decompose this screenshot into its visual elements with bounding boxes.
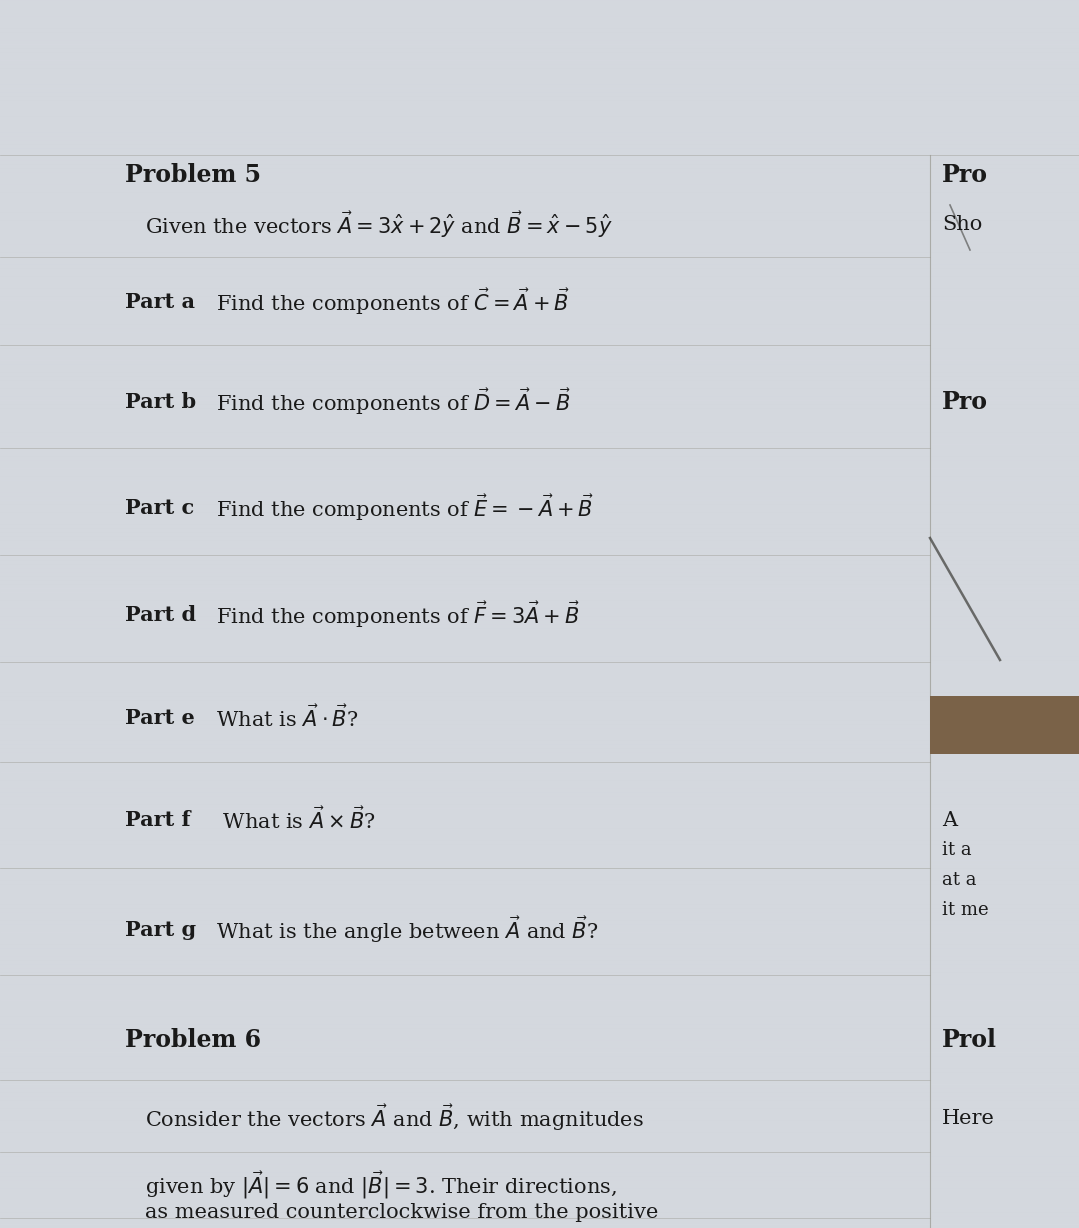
Text: What is $\vec{A} \cdot \vec{B}$?: What is $\vec{A} \cdot \vec{B}$?	[203, 705, 358, 732]
Text: Given the vectors $\vec{A} = 3\hat{x} + 2\hat{y}$ and $\vec{B} = \hat{x} - 5\hat: Given the vectors $\vec{A} = 3\hat{x} + …	[145, 210, 613, 241]
Text: it me: it me	[942, 901, 988, 919]
Text: Pro: Pro	[942, 391, 988, 414]
Bar	[930, 696, 1079, 754]
Text: Part d: Part d	[125, 605, 196, 625]
Text: Problem 6: Problem 6	[125, 1028, 261, 1052]
Text: Find the components of $\vec{F} = 3\vec{A} + \vec{B}$: Find the components of $\vec{F} = 3\vec{…	[203, 599, 581, 630]
Text: Part f: Part f	[125, 810, 191, 830]
Text: Find the components of $\vec{E} = -\vec{A} + \vec{B}$: Find the components of $\vec{E} = -\vec{…	[203, 492, 593, 523]
Text: it a: it a	[942, 841, 971, 860]
Text: What is the angle between $\vec{A}$ and $\vec{B}$?: What is the angle between $\vec{A}$ and …	[203, 915, 599, 946]
Text: Problem 5: Problem 5	[125, 163, 261, 187]
Text: Here: Here	[942, 1109, 995, 1127]
Text: Part c: Part c	[125, 499, 194, 518]
Text: at a: at a	[942, 871, 976, 889]
Text: Sho: Sho	[942, 215, 982, 235]
Text: Find the components of $\vec{C} = \vec{A} + \vec{B}$: Find the components of $\vec{C} = \vec{A…	[203, 286, 570, 317]
Text: Part a: Part a	[125, 292, 195, 312]
Text: given by $|\vec{A}| = 6$ and $|\vec{B}| = 3$. Their directions,: given by $|\vec{A}| = 6$ and $|\vec{B}| …	[145, 1169, 617, 1201]
Text: Part b: Part b	[125, 392, 196, 413]
Text: Part g: Part g	[125, 920, 196, 939]
Text: Pro: Pro	[942, 163, 988, 187]
Text: Consider the vectors $\vec{A}$ and $\vec{B}$, with magnitudes: Consider the vectors $\vec{A}$ and $\vec…	[145, 1103, 644, 1133]
Text: as measured counterclockwise from the positive: as measured counterclockwise from the po…	[145, 1202, 658, 1222]
Text: Find the components of $\vec{D} = \vec{A} - \vec{B}$: Find the components of $\vec{D} = \vec{A…	[203, 387, 571, 418]
Text: What is $\vec{A} \times \vec{B}$?: What is $\vec{A} \times \vec{B}$?	[203, 807, 375, 834]
Text: Part e: Part e	[125, 709, 194, 728]
Text: A: A	[942, 810, 957, 829]
Text: Prol: Prol	[942, 1028, 997, 1052]
